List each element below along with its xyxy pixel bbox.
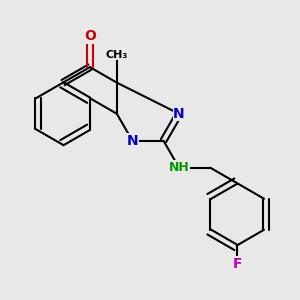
Text: CH₃: CH₃ bbox=[106, 50, 128, 60]
Text: NH: NH bbox=[169, 161, 189, 174]
Text: N: N bbox=[173, 107, 185, 121]
Text: O: O bbox=[84, 29, 96, 43]
Text: N: N bbox=[127, 134, 138, 148]
Text: F: F bbox=[232, 257, 242, 271]
